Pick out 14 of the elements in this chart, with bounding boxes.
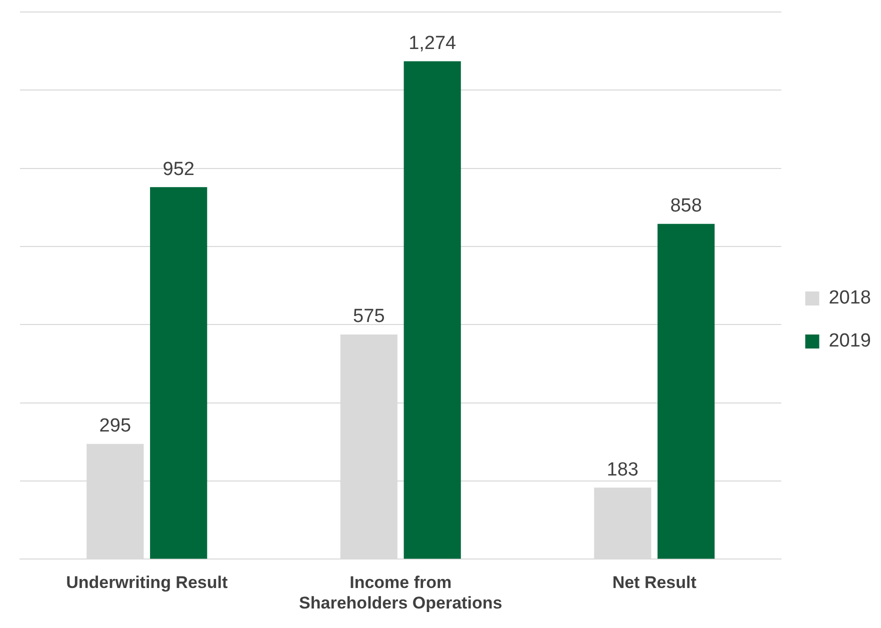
legend-label: 2019 <box>828 330 872 352</box>
x-tick-label: Underwriting Result <box>66 573 228 592</box>
data-label: 952 <box>162 158 194 180</box>
x-tick-label: Net Result <box>612 573 697 592</box>
data-label: 858 <box>670 196 702 217</box>
bar <box>150 187 208 559</box>
data-label: 1,274 <box>408 32 457 54</box>
bar <box>404 61 461 559</box>
x-tick-label: Income from Shareholders Operations <box>299 573 502 612</box>
bar <box>658 224 715 559</box>
legend-label: 2018 <box>828 288 872 309</box>
data-label: 295 <box>99 416 132 437</box>
data-label: 183 <box>606 459 638 480</box>
data-label: 575 <box>353 306 385 328</box>
